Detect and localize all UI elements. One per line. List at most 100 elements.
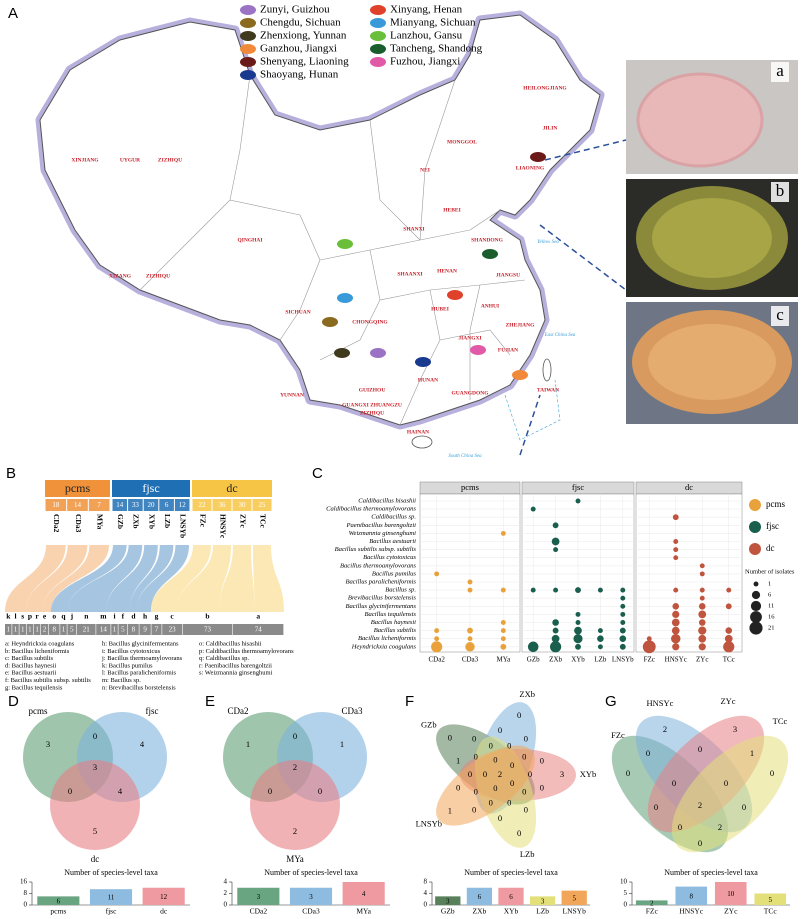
legend-swatch: [370, 57, 386, 67]
region-count: 1: [340, 739, 344, 749]
x-tick-label: FZc: [644, 656, 655, 664]
province-label: GUANGDONG: [452, 390, 490, 396]
y-tick-label: 5: [624, 889, 628, 897]
sea-label: East China Sea: [544, 333, 576, 338]
species-key: l: Bacillus paralicheniformis: [102, 670, 176, 677]
x-tick-label: ZXb: [473, 907, 487, 916]
species-count: 74: [255, 626, 263, 634]
species-label: Weizmannia ginsenghumi: [349, 530, 417, 537]
legend-label: pcms: [766, 499, 785, 509]
species-count: 1: [14, 626, 18, 634]
size-key: [751, 590, 761, 600]
species-box: [139, 624, 151, 635]
species-letter: c: [170, 612, 174, 621]
province-label: SICHUAN: [285, 309, 310, 315]
species-count: 1: [35, 626, 39, 634]
bar-value: 5: [572, 894, 576, 902]
species-count: 1: [62, 626, 66, 634]
x-tick-label: LNSYb: [563, 907, 587, 916]
set-label: HNSYc: [647, 698, 674, 708]
sample-name: GZb: [116, 514, 125, 529]
province-label: HUNAN: [418, 377, 438, 383]
bar-value: 6: [509, 893, 513, 901]
sample-name: LNSYb: [178, 514, 187, 538]
province-label: ZIZHIQU: [360, 410, 384, 416]
size-key: [750, 611, 762, 623]
region-count: 0: [448, 733, 452, 743]
legend-label: Lanzhou, Gansu: [390, 30, 463, 42]
sample-count: 12: [179, 501, 187, 509]
photo-label: a: [776, 61, 784, 80]
x-tick-label: LNSYb: [612, 656, 634, 664]
bar-title: Number of species-level taxa: [464, 868, 558, 877]
region-count: 0: [474, 751, 478, 761]
legend-label: Ganzhou, Jiangxi: [260, 43, 337, 55]
dot: [725, 627, 733, 634]
sample-count: 6: [165, 501, 169, 509]
site-marker: [337, 239, 353, 249]
bar: [142, 887, 185, 905]
legend-swatch: [749, 543, 761, 555]
sample-name: CDa2: [52, 514, 61, 533]
x-tick-label: XYb: [504, 907, 519, 916]
region-count: 3: [733, 724, 737, 734]
flow: [129, 545, 174, 612]
region-count: 0: [493, 783, 497, 793]
species-box: [41, 624, 49, 635]
sample-name: CDa3: [74, 514, 83, 533]
set-label: dc: [91, 854, 100, 864]
species-box: [5, 624, 12, 635]
venn-set: [250, 760, 340, 850]
venn-set: [671, 735, 789, 853]
region-count: 0: [524, 733, 528, 743]
legend-label: Shenyang, Liaoning: [260, 56, 349, 68]
sample-count: 7: [97, 501, 101, 509]
dot: [530, 506, 536, 512]
sample-name: HNSYc: [218, 514, 227, 539]
dot: [551, 537, 560, 546]
facet-label: dc: [685, 482, 693, 492]
bar: [635, 900, 668, 905]
dot: [575, 587, 581, 594]
species-box: [77, 624, 96, 635]
taiwan: [542, 358, 552, 382]
species-label: Bacillus aestuarii: [369, 538, 416, 545]
site-marker: [334, 348, 350, 358]
species-letter: h: [143, 612, 148, 621]
dot: [671, 633, 681, 644]
region-count: 0: [522, 751, 526, 761]
sample-box: [128, 499, 143, 511]
species-box: [118, 624, 128, 635]
species-key: s: Weizmannia ginsenghumi: [199, 670, 273, 677]
species-letter: m: [100, 612, 107, 621]
legend-swatch: [240, 5, 256, 15]
legend-label: dc: [766, 543, 775, 553]
province-label: SHANDONG: [471, 237, 504, 243]
region-count: 2: [663, 724, 667, 734]
dot: [527, 641, 539, 653]
dot: [575, 611, 581, 617]
dot: [620, 620, 626, 625]
venn-set: [436, 745, 535, 826]
bar: [89, 889, 133, 905]
species-count: 73: [204, 626, 212, 634]
species-box: [33, 624, 41, 635]
species-key: a: Heyndrickxia coagulans: [5, 640, 75, 647]
site-marker: [530, 152, 546, 162]
dot: [673, 539, 679, 544]
region-count: 0: [646, 748, 650, 758]
province-label: XINJIANG: [71, 157, 99, 163]
province-label: GUANGXI ZHUANGZU: [342, 402, 402, 408]
region-count: 0: [672, 778, 676, 788]
species-count: 8: [52, 626, 56, 634]
bar-value: 3: [309, 893, 313, 901]
x-tick-label: HNSYc: [679, 907, 703, 916]
dot: [597, 628, 603, 634]
size-key: [750, 600, 762, 612]
sample-box: [143, 499, 159, 511]
dot: [671, 626, 680, 635]
set-label: TCc: [773, 716, 788, 726]
set-label: LNSYb: [416, 818, 442, 828]
dish-a: [636, 72, 764, 168]
group-header: [45, 480, 110, 497]
